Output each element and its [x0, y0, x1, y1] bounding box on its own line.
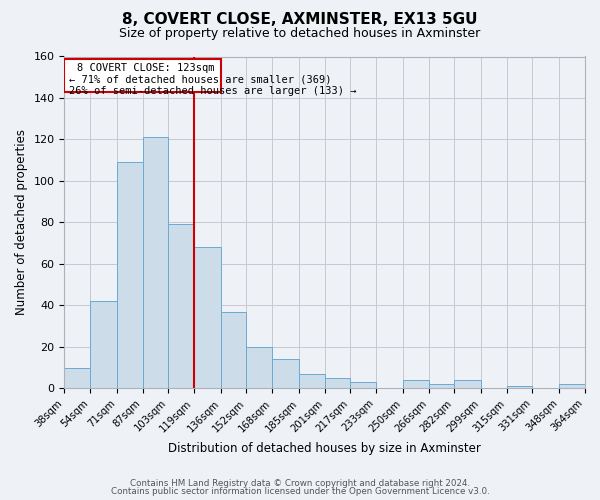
Bar: [350, 382, 376, 388]
Text: 8, COVERT CLOSE, AXMINSTER, EX13 5GU: 8, COVERT CLOSE, AXMINSTER, EX13 5GU: [122, 12, 478, 28]
Bar: [117, 162, 143, 388]
Bar: [428, 384, 454, 388]
Bar: [403, 380, 428, 388]
X-axis label: Distribution of detached houses by size in Axminster: Distribution of detached houses by size …: [168, 442, 481, 455]
Text: ← 71% of detached houses are smaller (369): ← 71% of detached houses are smaller (36…: [69, 74, 332, 84]
Bar: [143, 138, 168, 388]
Bar: [194, 248, 221, 388]
Text: Contains public sector information licensed under the Open Government Licence v3: Contains public sector information licen…: [110, 487, 490, 496]
Bar: [559, 384, 585, 388]
Bar: [454, 380, 481, 388]
Text: 8 COVERT CLOSE: 123sqm: 8 COVERT CLOSE: 123sqm: [77, 62, 215, 72]
Text: 26% of semi-detached houses are larger (133) →: 26% of semi-detached houses are larger (…: [69, 86, 356, 96]
Bar: [272, 360, 299, 388]
Text: Size of property relative to detached houses in Axminster: Size of property relative to detached ho…: [119, 28, 481, 40]
Bar: [90, 301, 117, 388]
Bar: [168, 224, 194, 388]
Bar: [64, 368, 90, 388]
Bar: [221, 312, 247, 388]
Text: Contains HM Land Registry data © Crown copyright and database right 2024.: Contains HM Land Registry data © Crown c…: [130, 478, 470, 488]
Bar: [507, 386, 532, 388]
Y-axis label: Number of detached properties: Number of detached properties: [15, 130, 28, 316]
Bar: [325, 378, 350, 388]
Bar: [299, 374, 325, 388]
Bar: [64, 58, 221, 92]
Bar: [247, 347, 272, 389]
